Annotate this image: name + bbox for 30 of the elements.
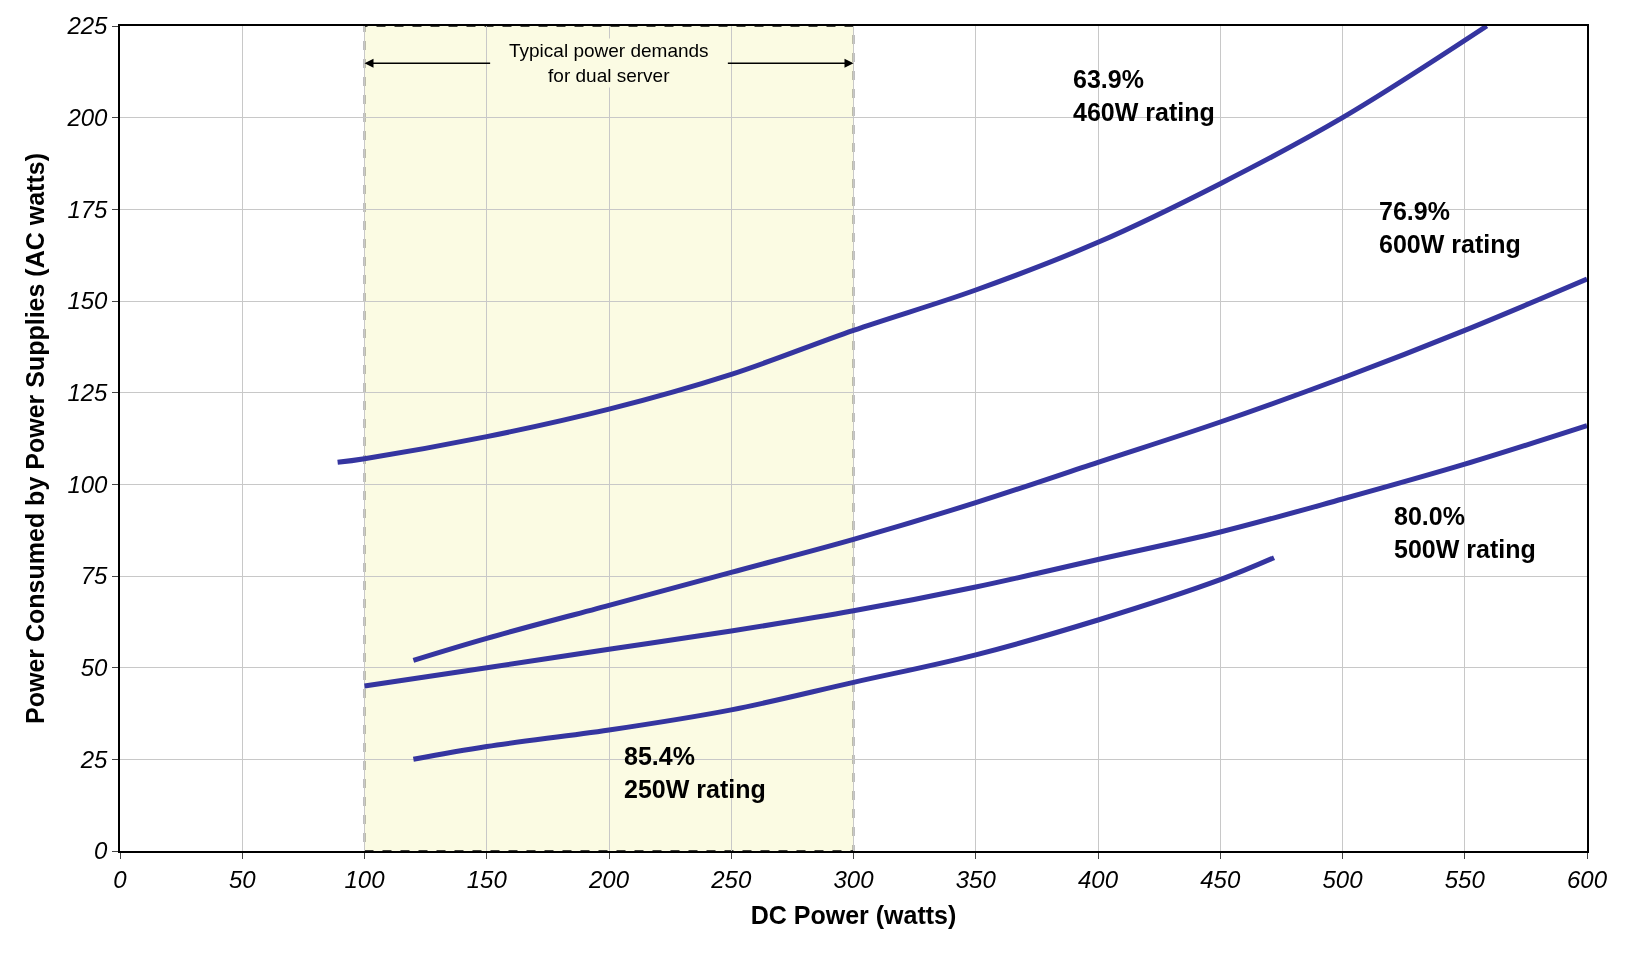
x-tick-label: 400	[1077, 865, 1119, 893]
y-axis-title: Power Consumed by Power Supplies (AC watts)	[20, 153, 49, 724]
x-tick-label: 150	[466, 865, 508, 893]
x-tick-label: 500	[1322, 865, 1364, 893]
x-tick-label: 300	[833, 865, 875, 893]
y-tick-label: 25	[79, 745, 109, 773]
y-tick-label: 100	[67, 470, 109, 498]
series-label: 85.4% 250W rating	[624, 742, 766, 803]
y-tick-label: 175	[67, 195, 109, 223]
x-tick-label: 350	[955, 865, 997, 893]
y-tick-label: 125	[67, 379, 109, 407]
series-label: 80.0% 500W rating	[1394, 502, 1536, 563]
y-tick-label: 200	[66, 104, 109, 132]
text: 63.9% 460W rating	[1073, 65, 1215, 126]
y-tick-label: 75	[80, 562, 109, 590]
x-tick-label: 550	[1444, 865, 1486, 893]
x-axis-title: DC Power (watts)	[750, 901, 957, 930]
x-tick-label: 450	[1200, 865, 1241, 893]
x-tick-label: 600	[1566, 865, 1608, 893]
y-tick-label: 150	[67, 287, 109, 315]
y-tick-label: 0	[94, 837, 109, 865]
y-tick-label: 225	[66, 12, 109, 40]
x-tick-label: 200	[587, 865, 630, 893]
x-tick-label: 50	[228, 865, 257, 893]
x-tick-label: 250	[710, 865, 752, 893]
x-tick-label: 100	[344, 865, 386, 893]
series-label: 76.9% 600W rating	[1379, 197, 1521, 258]
x-tick-label: 0	[113, 865, 128, 893]
band-label: Typical power demands for dual server	[509, 40, 709, 86]
y-tick-label: 50	[80, 654, 109, 682]
